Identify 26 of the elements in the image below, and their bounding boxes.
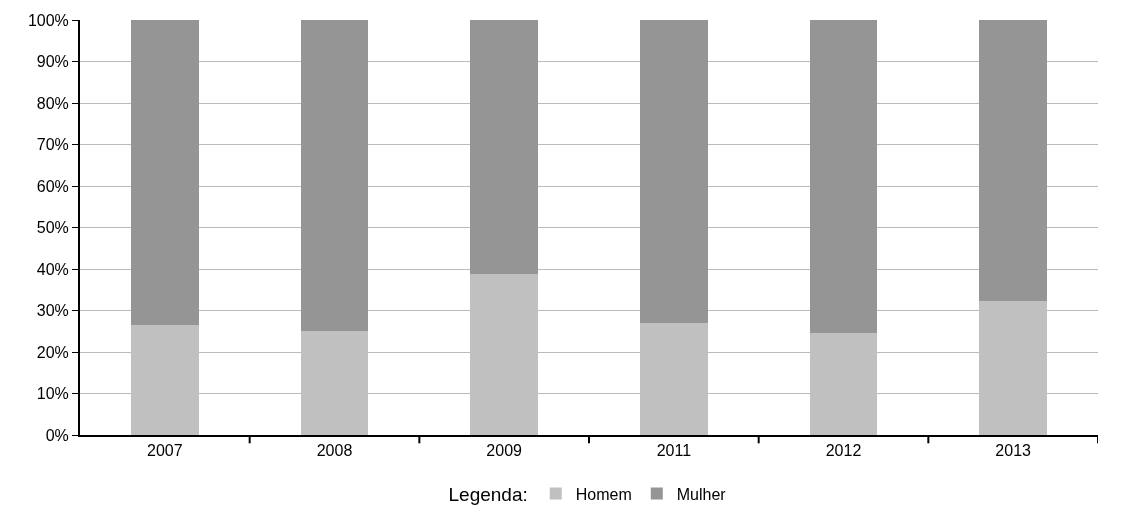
x-tick-label: 2008 xyxy=(316,442,353,460)
bar xyxy=(470,20,539,275)
bar xyxy=(809,20,878,334)
bar xyxy=(130,20,199,326)
y-tick-label: 70% xyxy=(36,136,69,154)
legend-title: Legenda: xyxy=(448,484,528,506)
y-tick-label: 10% xyxy=(36,385,69,403)
y-tick-label: 20% xyxy=(36,343,69,361)
y-tick-label: 30% xyxy=(36,302,69,320)
legend-label: Mulher xyxy=(676,485,727,503)
legend-label: Homem xyxy=(575,485,632,503)
y-tick-label: 60% xyxy=(36,177,69,195)
y-tick-label: 90% xyxy=(36,53,69,71)
x-tick-label: 2009 xyxy=(486,442,523,460)
y-tick-label: 40% xyxy=(36,260,69,278)
bar xyxy=(639,20,708,324)
x-tick-label: 2012 xyxy=(825,442,862,460)
x-tick-label: 2011 xyxy=(656,442,692,460)
y-tick-label: 0% xyxy=(45,426,69,444)
x-tick-label: 2007 xyxy=(147,442,183,460)
y-tick-label: 100% xyxy=(27,11,69,29)
y-tick-label: 50% xyxy=(36,219,69,237)
bar xyxy=(979,20,1048,301)
bar xyxy=(300,20,369,332)
y-tick-label: 80% xyxy=(36,94,69,112)
x-tick-label: 2013 xyxy=(995,442,1032,460)
